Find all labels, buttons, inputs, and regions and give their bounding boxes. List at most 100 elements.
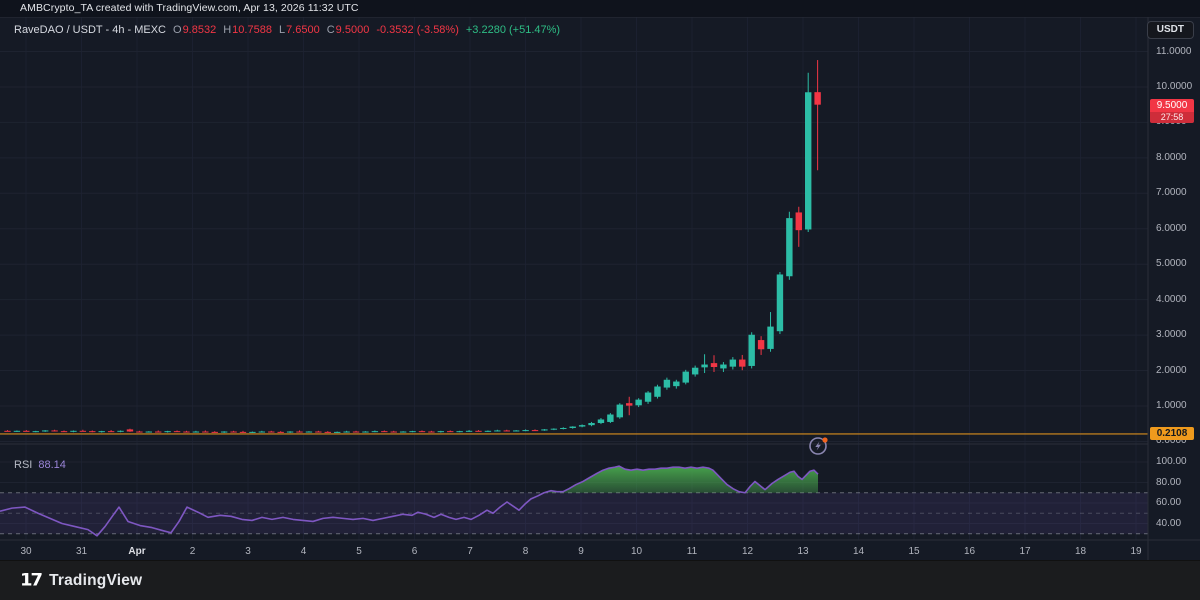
price-tick-label: 8.0000 bbox=[1156, 151, 1187, 163]
rsi-label[interactable]: RSI bbox=[14, 459, 33, 471]
time-tick-label: 30 bbox=[20, 546, 32, 557]
candle-body bbox=[437, 431, 445, 433]
candle-body bbox=[560, 427, 567, 429]
candle-body bbox=[239, 431, 247, 433]
time-tick-label: 13 bbox=[797, 546, 809, 557]
time-tick-label: Apr bbox=[128, 546, 146, 557]
price-tick-label: 10.0000 bbox=[1156, 80, 1193, 92]
price-tick-label: 5.0000 bbox=[1156, 258, 1187, 270]
currency-toggle-button[interactable]: USDT bbox=[1146, 21, 1194, 39]
candle-body bbox=[748, 334, 755, 366]
ohlc-value: 10.7588 bbox=[232, 24, 272, 36]
candle-body bbox=[635, 399, 642, 406]
candle-body bbox=[663, 379, 671, 388]
time-tick-label: 9 bbox=[578, 546, 584, 557]
ohlc-pair: O 9.8532 bbox=[173, 24, 216, 36]
ohlc-label: H bbox=[223, 24, 232, 36]
candle-body bbox=[107, 431, 115, 433]
candle-body bbox=[324, 431, 331, 433]
candle-body bbox=[202, 431, 209, 433]
attribution-text: AMBCrypto_TA created with TradingView.co… bbox=[20, 2, 359, 14]
time-tick-label: 14 bbox=[852, 546, 865, 557]
candle-body bbox=[164, 431, 171, 433]
candle-body bbox=[720, 364, 727, 369]
last-price-badge: 9.5000 27:58 bbox=[1150, 98, 1194, 123]
rsi-tick-label: 60.00 bbox=[1156, 497, 1182, 508]
symbol-title[interactable]: RaveDAO / USDT - 4h - MEXC bbox=[14, 24, 166, 36]
candle-body bbox=[447, 431, 454, 433]
symbol-legend: RaveDAO / USDT - 4h - MEXC O 9.8532 H 10.75… bbox=[14, 23, 560, 37]
time-tick-label: 17 bbox=[1019, 546, 1031, 557]
candle-body bbox=[13, 430, 21, 432]
candle-body bbox=[192, 431, 200, 433]
price-tick-label: 11.0000 bbox=[1156, 45, 1192, 57]
candle-body bbox=[550, 428, 558, 430]
candle-body bbox=[522, 430, 529, 432]
footer-bar: 17 TradingView bbox=[0, 560, 1200, 600]
candle-body bbox=[484, 430, 492, 432]
candle-body bbox=[757, 340, 765, 350]
time-tick-label: 7 bbox=[467, 546, 473, 557]
candle-body bbox=[456, 431, 463, 433]
candle-body bbox=[296, 431, 303, 433]
candle-body bbox=[183, 431, 190, 433]
rsi-tick-label: 80.00 bbox=[1156, 476, 1182, 488]
candle-body bbox=[315, 431, 322, 433]
candle-body bbox=[616, 404, 623, 418]
candle-body bbox=[155, 431, 162, 433]
ohlc-value: 9.8532 bbox=[182, 24, 217, 36]
price-tick-label: 6.0000 bbox=[1156, 222, 1187, 234]
candle-body bbox=[305, 431, 313, 433]
ohlc-pair: L 7.6500 bbox=[279, 24, 320, 36]
candle-body bbox=[691, 367, 699, 375]
candle-body bbox=[79, 430, 87, 432]
candle-body bbox=[701, 364, 708, 368]
time-tick-label: 15 bbox=[908, 546, 920, 557]
time-tick-label: 8 bbox=[522, 546, 529, 557]
candle-body bbox=[362, 431, 369, 433]
ohlc-pair: C 9.5000 bbox=[327, 24, 370, 36]
attribution-bar: AMBCrypto_TA created with TradingView.co… bbox=[0, 0, 1200, 17]
candle-body bbox=[277, 431, 284, 433]
candle-body bbox=[767, 326, 774, 349]
candle-body bbox=[249, 431, 256, 433]
price-tick-label: 7.0000 bbox=[1156, 187, 1187, 199]
ohlc-label: O bbox=[173, 24, 182, 36]
candle-body bbox=[776, 274, 784, 332]
candle-body bbox=[588, 423, 595, 426]
candle-body bbox=[729, 359, 737, 367]
candle-body bbox=[475, 430, 482, 432]
price-tick-label: 4.0000 bbox=[1156, 293, 1187, 305]
last-price-value: 9.5000 bbox=[1156, 99, 1188, 111]
time-tick-label: 11 bbox=[686, 546, 698, 557]
candle-body bbox=[334, 431, 341, 433]
time-tick-label: 19 bbox=[1130, 546, 1142, 557]
brand-name[interactable]: TradingView bbox=[49, 571, 143, 589]
candle-body bbox=[60, 431, 68, 433]
candle-body bbox=[597, 419, 605, 424]
candle-body bbox=[145, 431, 152, 433]
rsi-tick-label: 100.00 bbox=[1156, 456, 1187, 467]
candle-body bbox=[644, 392, 652, 402]
candle-body bbox=[117, 430, 124, 432]
time-tick-label: 3 bbox=[245, 546, 251, 557]
tradingview-logo-icon[interactable]: 17 bbox=[20, 570, 43, 591]
candle-body bbox=[626, 403, 633, 406]
time-tick-label: 10 bbox=[630, 546, 643, 557]
candle-body bbox=[418, 431, 426, 433]
rsi-overbought-fill bbox=[544, 466, 818, 493]
time-tick-label: 12 bbox=[741, 546, 754, 557]
candle-body bbox=[371, 431, 379, 433]
time-tick-label: 5 bbox=[356, 546, 362, 557]
candle-body bbox=[23, 430, 30, 432]
price-tick-label: 3.0000 bbox=[1156, 329, 1187, 341]
rsi-legend: RSI 88.14 bbox=[14, 459, 66, 471]
pane-status-icon[interactable] bbox=[806, 434, 832, 463]
candle-body bbox=[569, 426, 576, 428]
time-tick-label: 18 bbox=[1074, 546, 1087, 557]
candle-body bbox=[494, 430, 501, 432]
candle-body bbox=[399, 431, 407, 433]
candle-body bbox=[786, 218, 793, 277]
candle-body bbox=[381, 431, 388, 433]
